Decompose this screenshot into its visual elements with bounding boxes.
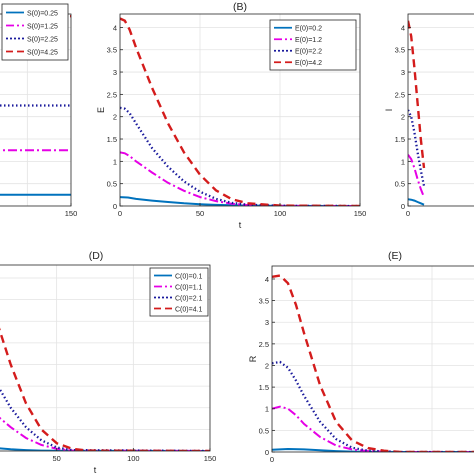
- legend-label: S(0)=4.25: [27, 49, 58, 56]
- y-tick-label: 3.5: [259, 297, 269, 306]
- y-tick-label: 0.5: [395, 180, 405, 189]
- legend-label: C(0)=0.1: [175, 273, 203, 280]
- subplot-title: (D): [89, 250, 104, 262]
- series-line-b-3: [120, 106, 360, 206]
- x-axis-label: t: [239, 220, 242, 230]
- y-tick-label: 2.5: [107, 90, 117, 99]
- x-tick-label: 0: [270, 455, 274, 464]
- x-axis-label: t: [94, 465, 97, 474]
- subplot-e: 0 0.5 1 1.5 2 2.5 3 3.5 4 0 R (E): [248, 250, 474, 464]
- y-axis-label: I: [384, 109, 394, 112]
- series-line-c-2: [408, 154, 425, 198]
- y-tick-label: 3: [265, 318, 269, 327]
- series-line-c-3: [408, 109, 426, 187]
- y-axis-label: R: [248, 355, 258, 362]
- y-tick-label: 0: [113, 202, 117, 211]
- x-tick-label: 150: [354, 209, 367, 218]
- y-tick-label: 2.5: [259, 340, 269, 349]
- x-tick-label: 100: [127, 454, 140, 463]
- legend-label: S(0)=0.25: [27, 10, 58, 17]
- y-tick-label: 3.5: [107, 46, 117, 55]
- y-tick-label: 1: [401, 157, 405, 166]
- axes-frame: [407, 13, 474, 207]
- x-tick-label: 100: [274, 209, 287, 218]
- y-tick-label: 2: [113, 113, 117, 122]
- x-tick-label: 50: [196, 209, 204, 218]
- legend: C(0)=0.1 C(0)=1.1 C(0)=2.1 C(0)=4.1: [149, 267, 209, 317]
- y-tick-label: 3: [401, 68, 405, 77]
- legend-label: E(0)=0.2: [295, 26, 322, 33]
- y-tick-label: 4: [113, 23, 117, 32]
- y-tick-label: 3: [113, 68, 117, 77]
- y-tick-label: 1.5: [107, 135, 117, 144]
- y-tick-label: 0.5: [107, 180, 117, 189]
- series-line-e-4: [272, 274, 474, 452]
- legend-label: S(0)=1.25: [27, 23, 58, 30]
- plot-area: [272, 266, 474, 452]
- legend: S(0)=0.25 S(0)=1.25 S(0)=2.25 S(0)=4.25: [1, 3, 69, 61]
- series-line-c-4: [408, 20, 426, 169]
- y-tick-label: 1: [113, 157, 117, 166]
- y-tick-label: 4: [265, 275, 269, 284]
- y-tick-label: 1.5: [395, 135, 405, 144]
- y-tick-label: 2: [401, 113, 405, 122]
- y-tick-label: 0: [265, 448, 269, 457]
- legend-label: E(0)=4.2: [295, 60, 322, 67]
- axes-frame: [0, 264, 211, 452]
- legend-label: S(0)=2.25: [27, 36, 58, 43]
- subplot-d: 50 100 150t(D)C(0)=0.1C(0)=1.1C(0)=2.1C(0)…: [0, 250, 216, 474]
- subplot-title: (B): [233, 1, 247, 13]
- legend-label: C(0)=4.1: [175, 306, 203, 313]
- y-tick-label: 2: [265, 361, 269, 370]
- subplot-c: 0 0.5 1 1.5 2 2.5 3 3.5 4 0 I: [384, 13, 474, 218]
- series-line-d-2: [0, 416, 210, 451]
- legend-label: C(0)=1.1: [175, 284, 203, 291]
- series-line-d-4: [0, 327, 210, 451]
- axes-frame: [119, 13, 361, 207]
- series-line-b-4: [120, 17, 360, 206]
- x-tick-label: 50: [52, 454, 60, 463]
- y-tick-label: 0.5: [259, 426, 269, 435]
- grid: [408, 14, 474, 206]
- axes-frame: [271, 265, 474, 453]
- legend-label: E(0)=1.2: [295, 37, 322, 44]
- y-tick-label: 1: [265, 405, 269, 414]
- plot-area: [408, 14, 474, 206]
- x-tick-label: 0: [406, 209, 410, 218]
- series-line-c-1: [408, 198, 425, 206]
- y-tick-label: 2.5: [395, 90, 405, 99]
- legend-label: E(0)=2.2: [295, 49, 322, 56]
- x-tick-label: 150: [65, 209, 78, 218]
- y-tick-label: 0: [401, 202, 405, 211]
- legend-label: C(0)=2.1: [175, 295, 203, 302]
- series-line-e-3: [272, 360, 474, 452]
- subplot-a: 150 S(0)=0.25 S(0)=1.25 S(0)=2.25 S(0)=4.25: [0, 3, 78, 218]
- y-tick-label: 3.5: [395, 46, 405, 55]
- legend: E(0)=0.2 E(0)=1.2 E(0)=2.2 E(0)=4.2: [269, 19, 357, 71]
- y-axis-label: E: [96, 107, 106, 113]
- y-tick-label: 4: [401, 23, 405, 32]
- x-tick-label: 150: [204, 454, 217, 463]
- y-tick-label: 1.5: [259, 383, 269, 392]
- grid: [272, 266, 474, 452]
- subplot-title: (E): [388, 250, 402, 262]
- subplot-b: 00.511.522.533.540 50 100 150tE(B)E(0)=0.2E…: [96, 1, 366, 230]
- x-tick-label: 0: [118, 209, 122, 218]
